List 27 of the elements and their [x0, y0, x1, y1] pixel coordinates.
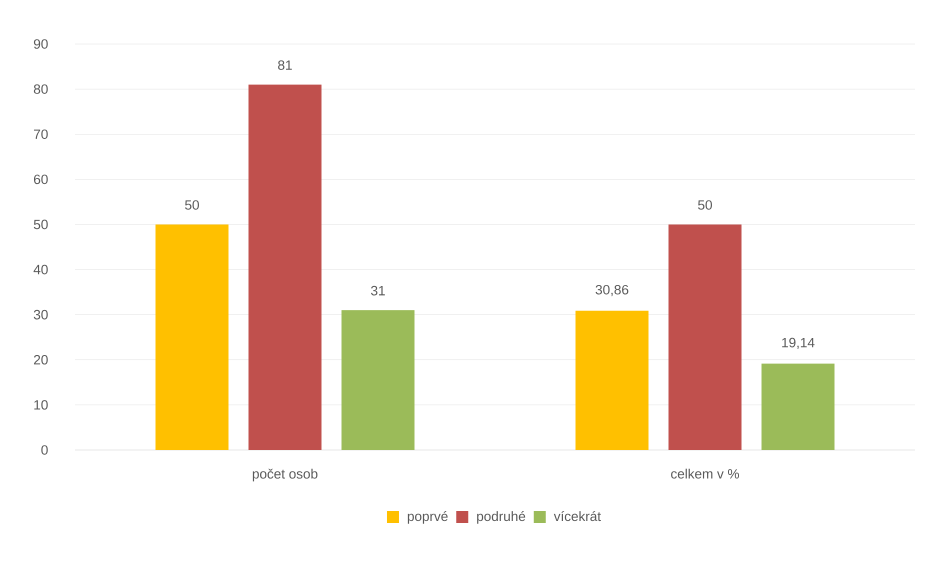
y-tick-label: 0 [41, 445, 48, 455]
legend-label: poprvé [408, 511, 448, 524]
x-tick-label: počet osob [252, 468, 318, 482]
bar [342, 310, 415, 450]
y-tick-label: 50 [34, 220, 48, 230]
legend-label: podruhé [477, 511, 526, 524]
bar [576, 310, 649, 450]
data-label: 50 [698, 200, 712, 210]
data-label: 50 [185, 200, 199, 210]
bar [762, 364, 835, 450]
y-tick-label: 90 [34, 39, 48, 49]
y-tick-label: 60 [34, 174, 48, 184]
y-tick-label: 20 [34, 355, 48, 365]
legend-label: vícekrát [554, 511, 601, 522]
y-tick-label: 30 [34, 310, 48, 320]
y-tick-label: 70 [34, 129, 48, 139]
data-label: 81 [278, 60, 292, 70]
bar [248, 84, 322, 450]
y-tick-label: 40 [34, 264, 48, 274]
y-tick-label: 10 [34, 400, 48, 410]
bar [668, 224, 742, 450]
data-label: 19,14 [782, 338, 814, 349]
y-tick-label: 80 [34, 84, 48, 94]
bar [156, 224, 228, 450]
x-tick-label: celkem v % [671, 468, 740, 479]
data-label: 31 [371, 286, 385, 296]
data-label: 30,86 [596, 284, 628, 296]
